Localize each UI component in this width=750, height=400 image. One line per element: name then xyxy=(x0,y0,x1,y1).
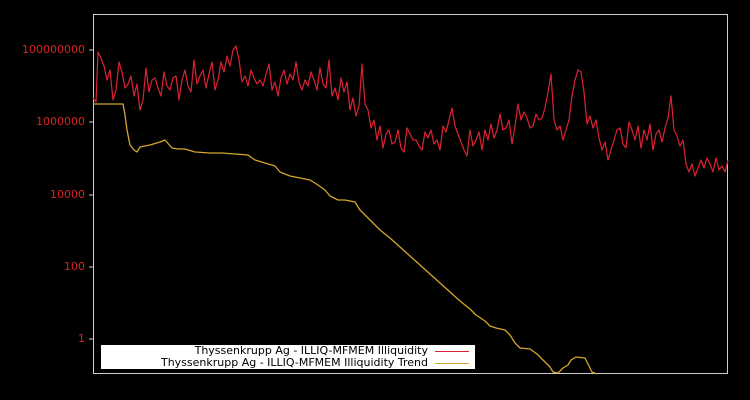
y-tick-label: 1000000 xyxy=(36,115,85,128)
legend: Thyssenkrupp Ag - ILLIQ-MFMEM Illiquidit… xyxy=(101,345,475,369)
y-tick-label: 10000 xyxy=(50,188,85,201)
legend-swatch-red xyxy=(435,350,469,352)
y-tick-label: 100 xyxy=(64,260,85,273)
legend-item-illiquidity: Thyssenkrupp Ag - ILLIQ-MFMEM Illiquidit… xyxy=(195,345,475,357)
plot-frame xyxy=(93,14,728,374)
y-tick-label: 1 xyxy=(78,332,85,345)
illiquidity-line xyxy=(92,45,729,177)
legend-label: Thyssenkrupp Ag - ILLIQ-MFMEM Illiquidit… xyxy=(160,356,428,369)
legend-item-trend: Thyssenkrupp Ag - ILLIQ-MFMEM Illiquidit… xyxy=(161,357,475,369)
illiquidity-trend-line xyxy=(93,103,598,375)
legend-label: Thyssenkrupp Ag - ILLIQ-MFMEM Illiquidit… xyxy=(194,344,428,357)
y-tick-label: 100000000 xyxy=(22,43,85,56)
legend-swatch-gold xyxy=(435,362,469,364)
y-axis-ticks xyxy=(89,49,93,340)
